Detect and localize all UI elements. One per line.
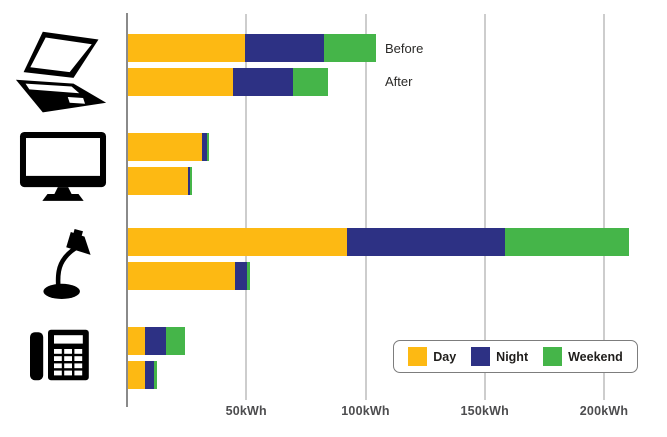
- bar-segment-day: [128, 67, 233, 96]
- gridline-100kwh: [364, 14, 367, 400]
- gridline-50kwh: [245, 14, 248, 400]
- bar-segment-weekend: [166, 327, 186, 355]
- bar-segment-weekend: [190, 166, 193, 195]
- x-tick-label-100: 100kWh: [341, 404, 390, 418]
- bar-segment-day: [128, 327, 145, 355]
- bar-segment-weekend: [504, 228, 629, 256]
- legend-label-day: Day: [433, 349, 457, 364]
- before-label: Before: [385, 41, 424, 56]
- x-tick-label-50: 50kWh: [225, 404, 267, 418]
- desk-lamp-after-bar: [128, 261, 250, 290]
- bar-segment-weekend: [206, 133, 210, 161]
- gridline-150kwh: [483, 14, 486, 400]
- legend-label-night: Night: [496, 349, 529, 364]
- bar-segment-night: [244, 34, 324, 62]
- laptop-after-bar: [128, 67, 329, 96]
- gridline-200kwh: [603, 14, 605, 400]
- monitor-before-bar: [128, 133, 210, 161]
- x-tick-label-200: 200kWh: [579, 404, 629, 418]
- desk-lamp-icon: [36, 229, 98, 299]
- x-tick-label-150: 150kWh: [460, 404, 509, 418]
- legend-item-weekend: Weekend: [543, 347, 623, 366]
- bar-segment-night: [144, 327, 167, 355]
- bar-segment-day: [128, 360, 145, 389]
- bar-segment-weekend: [323, 34, 377, 62]
- monitor-icon: [19, 132, 107, 206]
- legend-item-day: Day: [408, 347, 456, 366]
- legend: Day Night Weekend: [393, 340, 638, 373]
- legend-item-night: Night: [471, 347, 528, 366]
- bar-segment-day: [128, 261, 236, 290]
- laptop-icon: [14, 29, 110, 119]
- legend-label-weekend: Weekend: [568, 349, 623, 364]
- bar-segment-night: [201, 133, 207, 161]
- bar-segment-weekend: [154, 360, 157, 389]
- bar-segment-night: [235, 261, 248, 290]
- monitor-after-bar: [128, 166, 193, 195]
- y-axis-line: [126, 13, 128, 407]
- night-swatch-icon: [471, 347, 491, 366]
- day-swatch-icon: [408, 347, 428, 366]
- weekend-swatch-icon: [543, 347, 563, 366]
- desk-lamp-before-bar: [128, 228, 629, 256]
- bar-segment-night: [187, 166, 190, 195]
- bar-segment-weekend: [292, 67, 329, 96]
- telephone-after-bar: [128, 360, 157, 389]
- bar-segment-night: [144, 360, 155, 389]
- after-label: After: [385, 74, 413, 89]
- bar-segment-night: [232, 67, 293, 96]
- bar-segment-day: [128, 133, 202, 161]
- telephone-before-bar: [128, 327, 186, 355]
- bar-segment-day: [128, 228, 348, 256]
- bar-segment-weekend: [247, 261, 250, 290]
- laptop-before-bar: [128, 34, 377, 62]
- telephone-icon: [30, 327, 90, 383]
- bar-segment-night: [347, 228, 505, 256]
- bar-segment-day: [128, 166, 188, 195]
- bar-segment-day: [128, 34, 245, 62]
